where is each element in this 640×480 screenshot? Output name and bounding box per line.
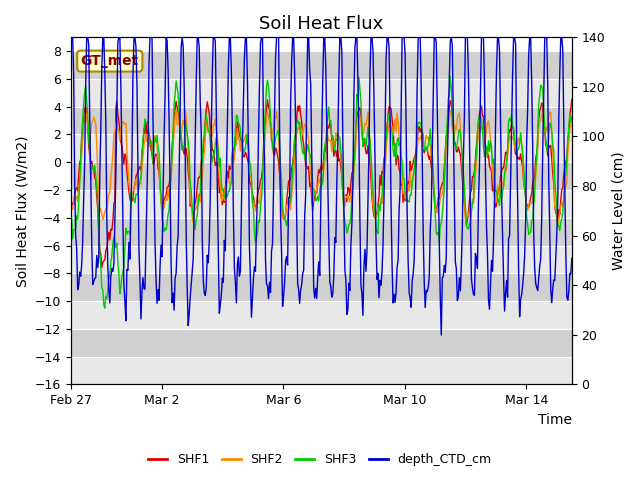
SHF2 bbox=[568, 118, 576, 123]
Bar bbox=[70, 246, 572, 273]
depth_CTD_cm bbox=[67, 46, 74, 51]
depth_CTD_cm bbox=[309, 225, 317, 231]
Bar bbox=[70, 162, 572, 190]
SHF1 bbox=[479, 113, 486, 119]
SHF3 bbox=[447, 73, 454, 79]
Bar bbox=[70, 329, 572, 357]
depth_CTD_cm bbox=[306, 67, 314, 72]
Bar bbox=[70, 190, 572, 218]
SHF2 bbox=[172, 108, 180, 113]
X-axis label: Time: Time bbox=[538, 413, 572, 427]
Bar bbox=[70, 357, 572, 384]
SHF2 bbox=[309, 201, 317, 206]
depth_CTD_cm bbox=[568, 255, 576, 261]
depth_CTD_cm bbox=[366, 71, 374, 77]
SHF3 bbox=[67, 208, 74, 214]
depth_CTD_cm bbox=[437, 332, 445, 338]
SHF3 bbox=[558, 216, 566, 222]
SHF2 bbox=[554, 224, 562, 230]
SHF3 bbox=[568, 114, 576, 120]
SHF3 bbox=[309, 184, 317, 190]
SHF1 bbox=[67, 203, 74, 209]
depth_CTD_cm bbox=[339, 140, 347, 145]
SHF1 bbox=[339, 190, 347, 196]
depth_CTD_cm bbox=[558, 35, 566, 40]
Bar bbox=[70, 273, 572, 301]
depth_CTD_cm bbox=[68, 35, 76, 40]
Legend: SHF1, SHF2, SHF3, depth_CTD_cm: SHF1, SHF2, SHF3, depth_CTD_cm bbox=[143, 448, 497, 471]
SHF2 bbox=[67, 197, 74, 203]
Bar bbox=[70, 218, 572, 246]
Bar bbox=[70, 107, 572, 134]
Line: depth_CTD_cm: depth_CTD_cm bbox=[70, 37, 572, 335]
SHF2 bbox=[339, 185, 347, 191]
SHF3 bbox=[339, 188, 347, 193]
SHF1 bbox=[557, 197, 564, 203]
SHF3 bbox=[479, 144, 487, 150]
Line: SHF1: SHF1 bbox=[70, 99, 572, 268]
SHF2 bbox=[479, 127, 486, 132]
Y-axis label: Soil Heat Flux (W/m2): Soil Heat Flux (W/m2) bbox=[15, 135, 29, 287]
SHF3 bbox=[101, 305, 109, 311]
SHF2 bbox=[306, 160, 314, 166]
Text: GT_met: GT_met bbox=[81, 54, 139, 68]
SHF2 bbox=[558, 199, 566, 204]
SHF3 bbox=[366, 136, 374, 142]
Bar bbox=[70, 51, 572, 79]
Bar bbox=[70, 134, 572, 162]
SHF1 bbox=[366, 156, 374, 161]
SHF2 bbox=[366, 134, 374, 140]
Bar bbox=[70, 79, 572, 107]
SHF1 bbox=[306, 183, 314, 189]
SHF1 bbox=[98, 265, 106, 271]
SHF1 bbox=[568, 96, 576, 102]
SHF3 bbox=[306, 151, 314, 156]
Title: Soil Heat Flux: Soil Heat Flux bbox=[259, 15, 383, 33]
SHF1 bbox=[309, 208, 317, 214]
Bar bbox=[70, 301, 572, 329]
Line: SHF2: SHF2 bbox=[70, 110, 572, 227]
Line: SHF3: SHF3 bbox=[70, 76, 572, 308]
depth_CTD_cm bbox=[479, 35, 487, 40]
Y-axis label: Water Level (cm): Water Level (cm) bbox=[611, 152, 625, 270]
